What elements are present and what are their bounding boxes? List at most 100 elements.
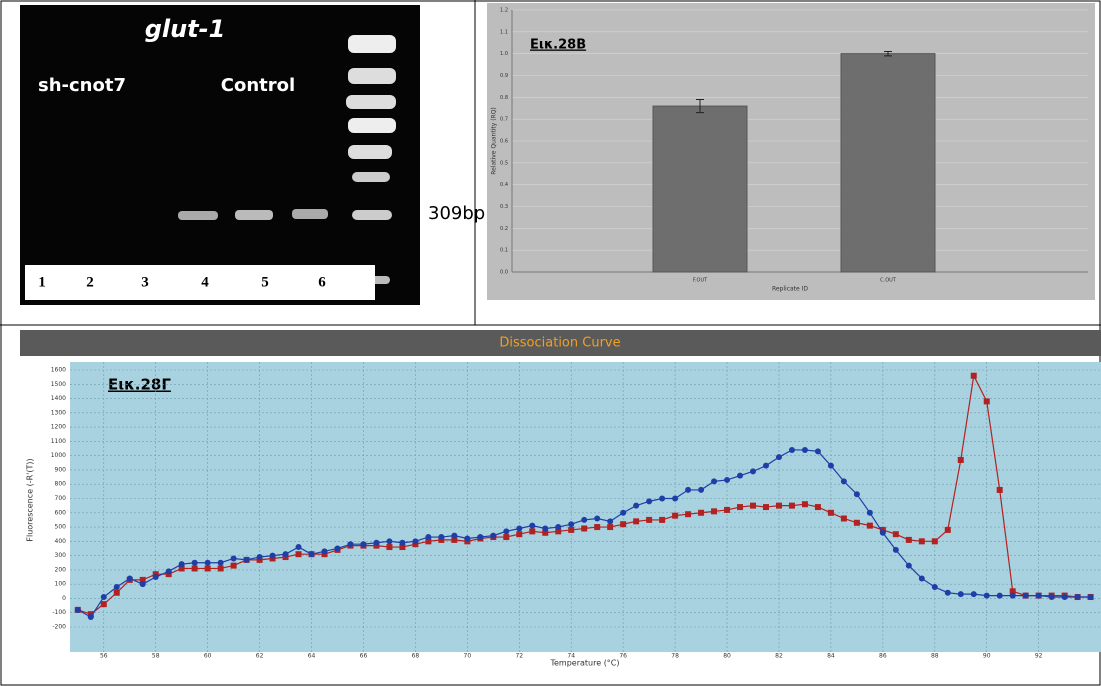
x-tick-label: 68 <box>412 653 420 660</box>
data-point <box>801 501 808 508</box>
data-point <box>724 506 731 513</box>
x-tick-label: 86 <box>879 653 887 660</box>
data-point <box>165 568 172 575</box>
lane-label: 3 <box>141 274 149 290</box>
data-point <box>685 486 692 493</box>
data-point <box>659 495 666 502</box>
data-point <box>905 536 912 543</box>
lane-box <box>25 265 375 300</box>
x-tick-label: 60 <box>204 653 212 660</box>
x-tick-label: 76 <box>619 653 627 660</box>
data-point <box>269 552 276 559</box>
data-point <box>944 526 951 533</box>
data-point <box>308 551 315 558</box>
data-point <box>853 519 860 526</box>
lane-label: 1 <box>38 274 46 290</box>
x-tick-label: 64 <box>308 653 316 660</box>
data-point <box>529 522 536 529</box>
data-point <box>607 524 614 531</box>
data-point <box>581 516 588 523</box>
data-point <box>944 589 951 596</box>
data-point <box>737 504 744 511</box>
ladder-band <box>352 210 392 220</box>
y-tick-label: 0.0 <box>500 270 508 276</box>
y-tick-label: 400 <box>55 538 67 545</box>
marker-label: 309bp <box>428 203 485 224</box>
x-tick-label: 56 <box>100 653 108 660</box>
y-tick-label: 0.3 <box>500 204 508 210</box>
data-point <box>633 502 640 509</box>
data-point <box>204 559 211 566</box>
data-point <box>840 478 847 485</box>
y-tick-label: 0.2 <box>500 226 508 232</box>
y-tick-label: 0.5 <box>500 160 508 166</box>
error-bar <box>884 50 892 57</box>
curve-plot-area <box>70 362 1101 652</box>
gel-band <box>178 211 218 220</box>
lane-label: 5 <box>261 274 269 290</box>
data-point <box>918 538 925 545</box>
data-point <box>568 526 575 533</box>
y-tick-label: 1.2 <box>500 8 508 14</box>
data-point <box>762 504 769 511</box>
x-tick-label: 78 <box>671 653 679 660</box>
data-point <box>672 495 679 502</box>
data-point <box>87 614 94 621</box>
data-point <box>386 544 393 551</box>
data-point <box>295 544 302 551</box>
data-point <box>542 529 549 536</box>
data-point <box>334 545 341 552</box>
data-point <box>659 516 666 523</box>
y-tick-label: 300 <box>55 552 67 559</box>
data-point <box>698 486 705 493</box>
bar <box>652 105 748 273</box>
y-tick-label: 0.4 <box>500 182 508 188</box>
data-point <box>762 462 769 469</box>
y-tick-label: 0.1 <box>500 248 508 254</box>
x-tick-label: 72 <box>515 653 523 660</box>
y-tick-label: 700 <box>55 495 67 502</box>
data-point <box>230 562 237 569</box>
data-point <box>503 534 510 541</box>
y-tick-label: 1000 <box>51 452 66 459</box>
y-tick-label: 200 <box>55 566 67 573</box>
data-point <box>139 576 146 583</box>
y-tick-label: 0.7 <box>500 117 508 123</box>
data-point <box>827 462 834 469</box>
y-tick-label: 0 <box>62 595 66 602</box>
y-tick-label: 900 <box>55 466 67 473</box>
data-point <box>672 512 679 519</box>
data-point <box>360 541 367 548</box>
ladder-band <box>352 172 390 182</box>
data-point <box>866 509 873 516</box>
data-point <box>892 531 899 538</box>
data-point <box>931 538 938 545</box>
ladder-band <box>348 118 396 133</box>
data-point <box>983 398 990 405</box>
data-point <box>750 502 757 509</box>
y-tick-label: 1600 <box>51 367 66 374</box>
data-point <box>555 524 562 531</box>
data-point <box>594 515 601 522</box>
data-point <box>970 372 977 379</box>
x-tick-label: 66 <box>360 653 368 660</box>
data-point <box>542 525 549 532</box>
data-point <box>775 502 782 509</box>
data-point <box>866 522 873 529</box>
data-point <box>918 575 925 582</box>
x-tick-label: C.OUT <box>880 278 897 284</box>
x-tick-label: 70 <box>464 653 472 660</box>
x-tick-label: 74 <box>567 653 575 660</box>
data-point <box>399 544 406 551</box>
data-point <box>711 478 718 485</box>
data-point <box>152 574 159 581</box>
y-tick-label: 1200 <box>51 424 66 431</box>
curve-title-bar <box>20 330 1101 356</box>
y-tick-label: 1300 <box>51 409 66 416</box>
data-point <box>399 539 406 546</box>
data-point <box>957 456 964 463</box>
data-point <box>996 486 1003 493</box>
data-point <box>840 515 847 522</box>
data-point <box>126 575 133 582</box>
data-point <box>516 531 523 538</box>
